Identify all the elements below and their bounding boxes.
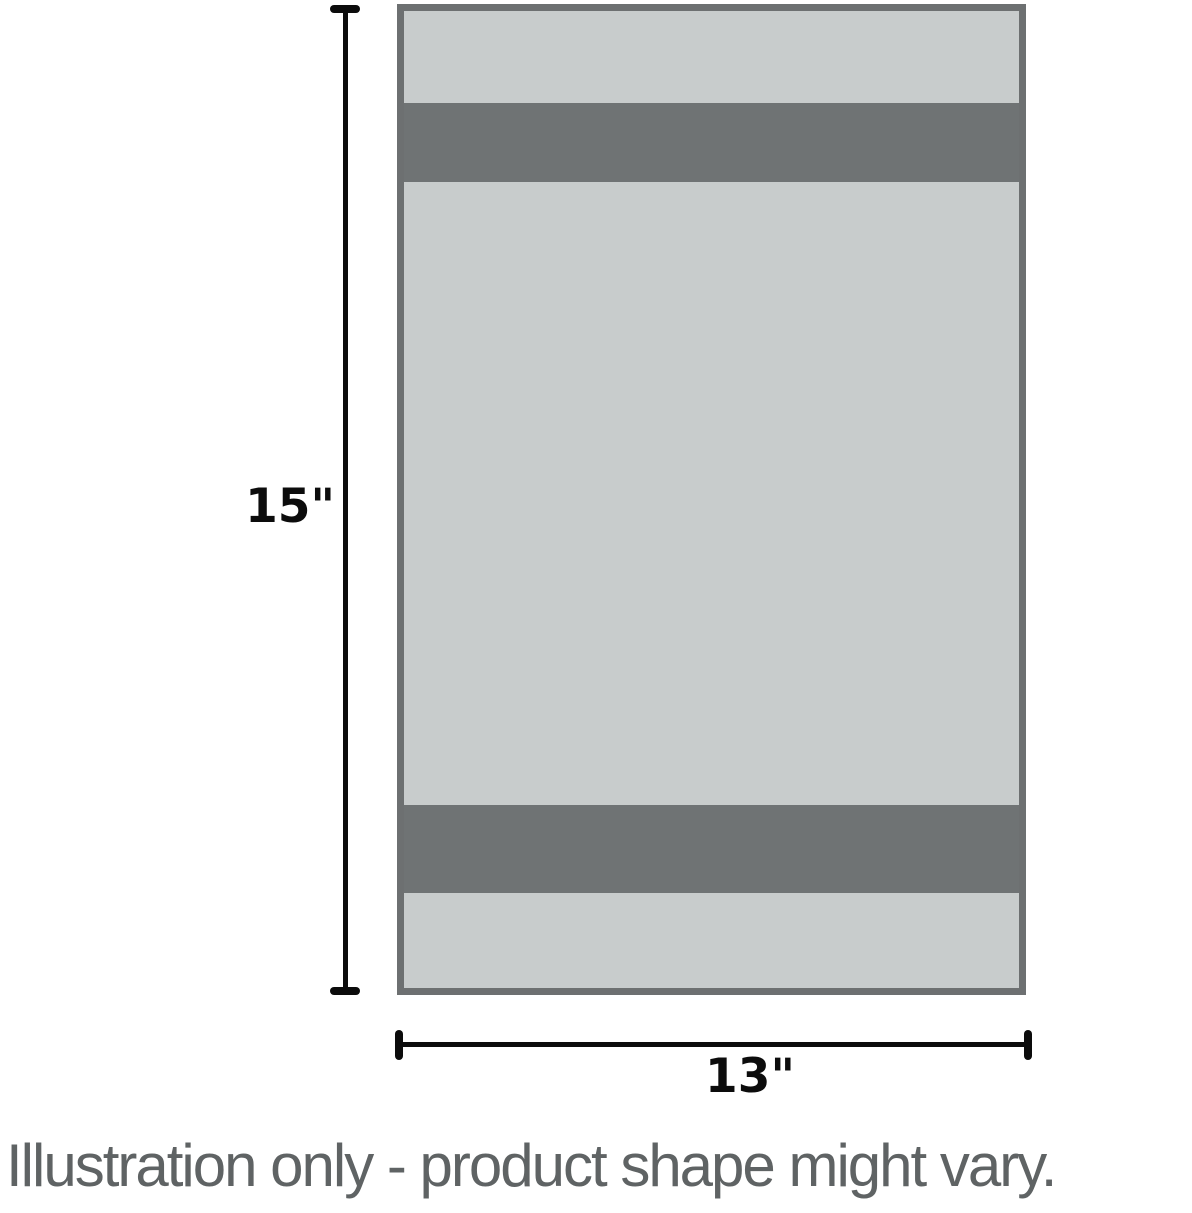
width-dimension-cap-left (395, 1030, 403, 1060)
height-dimension-cap-bottom (330, 987, 360, 995)
product-stripe-top (404, 103, 1019, 182)
height-dimension-line (343, 9, 348, 991)
height-dimension-label: 15" (245, 479, 335, 534)
caption-text: Illustration only - product shape might … (6, 1132, 1057, 1199)
height-dimension-cap-top (330, 5, 360, 13)
width-dimension-label: 13" (705, 1049, 795, 1104)
product-stripe-bottom (404, 805, 1019, 893)
width-dimension-line (398, 1042, 1028, 1047)
product-outline (397, 4, 1026, 995)
width-dimension-cap-right (1024, 1030, 1032, 1060)
